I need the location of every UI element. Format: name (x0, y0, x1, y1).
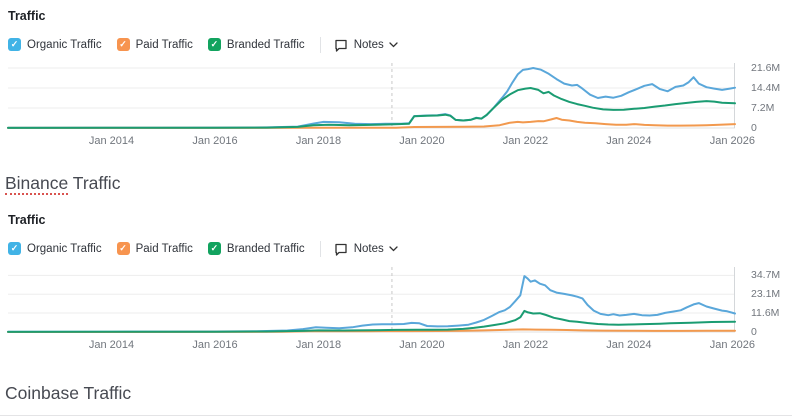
series-line-organic-traffic (7, 67, 736, 129)
legend-divider (319, 240, 321, 257)
organic-traffic-checkbox[interactable]: ✓ Organic Traffic (8, 38, 102, 51)
checkbox-checked-paid: ✓ (116, 242, 130, 255)
x-axis-tick-label: Jan 2020 (399, 135, 445, 147)
chevron-down-icon (389, 245, 398, 252)
traffic-chart-module-binance: Traffic ✓ Organic Traffic ✓ Paid Traffic… (0, 9, 792, 147)
checkbox-checked-organic: ✓ (8, 38, 21, 51)
line-chart-canvas (7, 267, 736, 333)
y-axis-tick-label: 0 (751, 122, 757, 134)
checkmark-icon: ✓ (210, 39, 219, 49)
checkmark-icon: ✓ (10, 243, 19, 253)
x-axis-tick-label: Jan 2022 (502, 135, 549, 147)
legend-label-branded: Branded Traffic (226, 38, 305, 51)
series-line-branded-traffic (7, 309, 736, 333)
chevron-down-icon (389, 41, 398, 48)
x-axis-tick-label: Jan 2016 (192, 339, 238, 351)
traffic-chart-module-coinbase: Traffic ✓ Organic Traffic ✓ Paid Traffic… (0, 213, 792, 351)
coinbase-traffic-heading: Coinbase Traffic (5, 383, 132, 403)
chart-title: Traffic (8, 213, 46, 227)
legend-divider (319, 36, 321, 53)
chart-title: Traffic (8, 9, 46, 23)
section-divider (0, 415, 792, 416)
comment-icon (335, 39, 347, 52)
binance-traffic-heading: Binance Traffic (5, 173, 792, 195)
chart-area: 21.6M 14.4M 7.2M 0 Jan 2014 Jan 2016 Jan 2018… (7, 62, 792, 147)
notes-label: Notes (353, 242, 384, 255)
x-axis-tick-label: Jan 2022 (502, 339, 549, 351)
notes-label: Notes (353, 38, 384, 51)
heading-rest: Traffic (72, 173, 121, 193)
x-axis-tick-label: Jan 2018 (295, 339, 342, 351)
checkmark-icon: ✓ (119, 243, 127, 253)
x-axis-tick-label: Jan 2018 (295, 135, 342, 147)
x-axis-labels: Jan 2014 Jan 2016 Jan 2018 Jan 2020 Jan 2022… (8, 339, 792, 351)
checkbox-checked-paid: ✓ (116, 38, 130, 51)
y-axis-tick-label: 21.6M (751, 62, 781, 74)
chart-legend: ✓ Organic Traffic ✓ Paid Traffic ✓ Brand… (8, 240, 792, 257)
line-chart-canvas (7, 63, 736, 129)
series-line-organic-traffic (7, 275, 736, 333)
paid-traffic-checkbox[interactable]: ✓ Paid Traffic (116, 38, 193, 51)
checkmark-icon: ✓ (10, 39, 19, 49)
y-axis-tick-label: 11.6M (751, 307, 780, 320)
y-axis-tick-label: 0 (751, 326, 757, 338)
checkbox-checked-branded: ✓ (207, 38, 221, 51)
x-axis-tick-label: Jan 2024 (606, 135, 652, 147)
spellcheck-flagged-word: Binance (5, 173, 69, 195)
legend-label-paid: Paid Traffic (135, 38, 193, 51)
branded-traffic-checkbox[interactable]: ✓ Branded Traffic (207, 242, 305, 255)
legend-label-organic: Organic Traffic (27, 242, 102, 255)
x-axis-tick-label: Jan 2014 (88, 135, 135, 147)
x-axis-tick-label: Jan 2014 (88, 339, 135, 351)
paid-traffic-checkbox[interactable]: ✓ Paid Traffic (116, 242, 193, 255)
y-axis-tick-label: 23.1M (751, 288, 781, 301)
x-axis-tick-label: Jan 2020 (399, 339, 445, 351)
chart-plot-binance[interactable]: 21.6M 14.4M 7.2M 0 (7, 62, 780, 134)
chart-area: 34.7M 23.1M 11.6M 0 Jan 2014 Jan 2016 Jan 201… (7, 267, 792, 351)
notes-dropdown-button[interactable]: Notes (334, 242, 398, 256)
checkmark-icon: ✓ (210, 243, 219, 253)
y-axis-tick-label: 14.4M (751, 82, 781, 94)
y-axis-tick-label: 7.2M (751, 102, 775, 114)
y-axis-labels: 34.7M 23.1M 11.6M 0 (741, 267, 792, 338)
notes-dropdown-button[interactable]: Notes (334, 38, 398, 52)
x-axis-tick-label: Jan 2016 (192, 135, 238, 147)
x-axis-tick-label: Jan 2024 (606, 339, 652, 351)
x-axis-labels: Jan 2014 Jan 2016 Jan 2018 Jan 2020 Jan 2022… (8, 135, 792, 147)
checkbox-checked-branded: ✓ (207, 242, 221, 255)
y-axis-labels: 21.6M 14.4M 7.2M 0 (741, 62, 792, 134)
legend-label-organic: Organic Traffic (27, 38, 102, 51)
branded-traffic-checkbox[interactable]: ✓ Branded Traffic (207, 38, 305, 51)
comment-icon (335, 243, 347, 256)
series-line-paid-traffic (7, 117, 736, 129)
series-line-branded-traffic (7, 87, 736, 129)
organic-traffic-checkbox[interactable]: ✓ Organic Traffic (8, 242, 102, 255)
x-axis-tick-label: Jan 2026 (709, 135, 756, 147)
checkbox-checked-organic: ✓ (8, 242, 21, 255)
legend-label-paid: Paid Traffic (135, 242, 193, 255)
y-axis-tick-label: 34.7M (751, 269, 781, 282)
checkmark-icon: ✓ (119, 39, 127, 49)
chart-plot-coinbase[interactable]: 34.7M 23.1M 11.6M 0 (7, 267, 780, 338)
chart-legend: ✓ Organic Traffic ✓ Paid Traffic ✓ Brand… (8, 36, 792, 53)
legend-label-branded: Branded Traffic (226, 242, 305, 255)
x-axis-tick-label: Jan 2026 (709, 339, 756, 351)
